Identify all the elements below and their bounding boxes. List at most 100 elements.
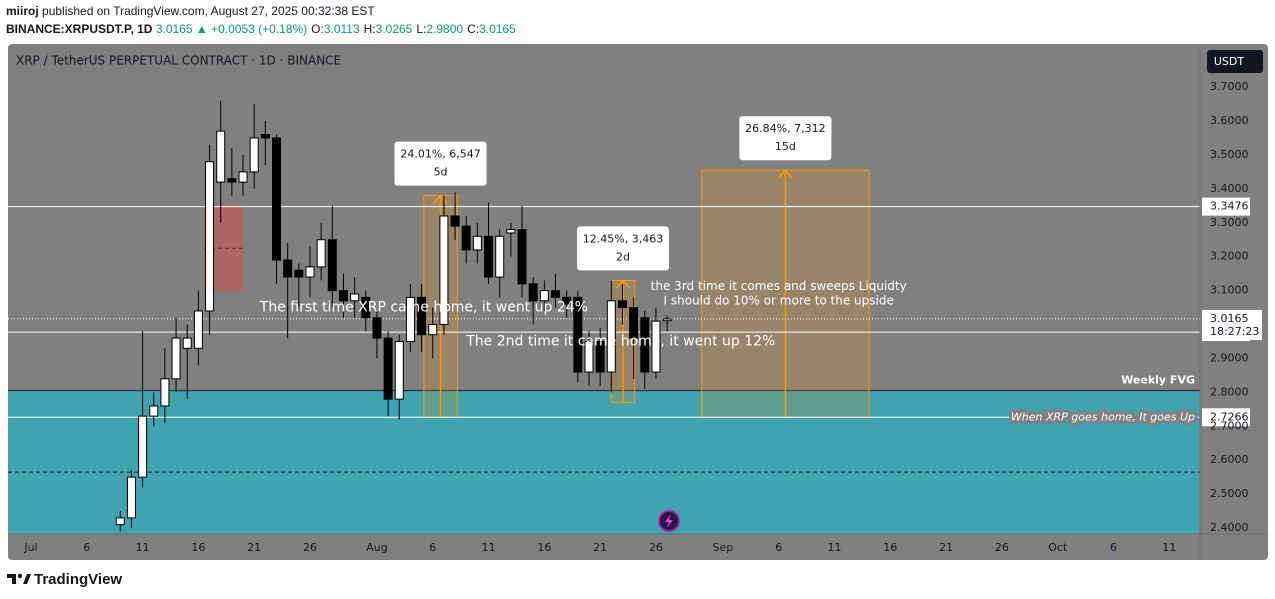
x-tick-label: Sep xyxy=(713,541,734,554)
measure-label-box xyxy=(394,141,487,186)
candle-body xyxy=(160,378,170,407)
candle-body xyxy=(461,225,471,251)
candle-body xyxy=(305,266,315,278)
x-tick-label: Aug xyxy=(366,541,387,554)
candle-body xyxy=(205,161,215,312)
logo-slash xyxy=(23,574,31,584)
x-tick-label: 11 xyxy=(1162,541,1176,554)
logo-mark xyxy=(7,574,16,584)
candle-body xyxy=(361,296,371,319)
y-tick-label: 2.7000 xyxy=(1210,419,1249,432)
candle-body xyxy=(350,293,360,302)
ohlc-label: O: xyxy=(311,22,324,36)
level-note: When XRP goes home, It goes Up xyxy=(1011,410,1195,423)
candle-body xyxy=(182,337,192,349)
candle-body xyxy=(428,324,438,336)
measure-duration: 5d xyxy=(434,166,448,179)
x-tick-label: 16 xyxy=(191,541,205,554)
measure-label: 24.01%, 6,547 xyxy=(400,148,480,161)
candle-body xyxy=(528,283,538,302)
y-tick-label: 2.9000 xyxy=(1210,351,1249,364)
brand: TradingView xyxy=(34,571,122,588)
ohlc-label: L: xyxy=(416,22,426,36)
candle-body xyxy=(260,134,270,139)
candle-body xyxy=(227,178,237,183)
currency-box[interactable] xyxy=(1207,50,1263,73)
measure-label-box xyxy=(577,226,670,271)
ohlc-label: H: xyxy=(364,22,376,36)
logo-dot xyxy=(17,573,23,579)
plot-area: The first time XRP came home, it went up… xyxy=(8,100,1200,534)
publish-line: miiroj published on TradingView.com, Aug… xyxy=(6,4,375,18)
ohlc-label: C: xyxy=(467,22,479,36)
last: 3.0165 xyxy=(156,22,193,36)
measure-duration: 2d xyxy=(616,250,630,263)
fvg-zone xyxy=(8,390,1200,534)
candle-body xyxy=(171,337,181,380)
y-tick-label: 2.4000 xyxy=(1210,521,1249,534)
candle-body xyxy=(283,259,293,278)
chart-title: XRP / TetherUS PERPETUAL CONTRACT · 1D ·… xyxy=(16,54,341,68)
candle-body xyxy=(272,137,282,261)
candle-body xyxy=(294,269,304,278)
countdown: 18:27:23 xyxy=(1210,325,1259,338)
level-tag-text: 2.7266 xyxy=(1210,410,1249,423)
x-tick-label: 6 xyxy=(775,541,782,554)
candle-body xyxy=(249,137,259,173)
candle-body xyxy=(617,300,627,309)
candle-body xyxy=(126,476,136,519)
candle-body xyxy=(316,239,326,268)
level-tag xyxy=(1202,197,1250,216)
measure-arrowhead xyxy=(432,194,449,205)
measure-label-box xyxy=(739,116,832,161)
candle-body xyxy=(372,317,382,339)
y-tick-label: 2.6000 xyxy=(1210,453,1249,466)
event-bolt xyxy=(665,514,673,528)
currency[interactable]: USDT xyxy=(1214,55,1245,68)
candle-body xyxy=(484,235,494,278)
x-tick-label: 11 xyxy=(482,541,496,554)
symbol: BINANCE:XRPUSDT.P, 1D xyxy=(6,22,153,36)
x-tick-label: 26 xyxy=(303,541,317,554)
x-tick-label: 11 xyxy=(828,541,842,554)
y-tick-label: 3.6000 xyxy=(1210,114,1249,127)
x-tick-label: 26 xyxy=(995,541,1009,554)
x-tick-label: 11 xyxy=(136,541,150,554)
x-tick-label: 6 xyxy=(1110,541,1117,554)
candle-body xyxy=(584,340,594,373)
candle-body xyxy=(338,290,348,302)
y-tick-label: 3.4000 xyxy=(1210,182,1249,195)
candle-body xyxy=(472,235,482,251)
annotation: the 3rd time it comes and sweeps Liquidt… xyxy=(651,279,907,293)
x-tick-label: 26 xyxy=(649,541,663,554)
measure-duration: 15d xyxy=(775,140,796,153)
fvg-label: Weekly FVG xyxy=(1121,374,1195,387)
x-tick-label: 16 xyxy=(883,541,897,554)
candle-body xyxy=(573,296,583,373)
candle-body xyxy=(450,215,460,227)
candle-body xyxy=(551,290,561,298)
measure-arrowhead xyxy=(615,279,631,289)
y-tick-label: 3.7000 xyxy=(1210,80,1249,93)
level-tag-text: 3.3476 xyxy=(1210,200,1249,213)
annotation: The 2nd time it came home, it went up 12… xyxy=(465,333,775,349)
plot: The first time XRP came home, it went up… xyxy=(8,80,1262,554)
candle-body xyxy=(562,296,572,305)
candle-body xyxy=(405,296,415,342)
change: ▲ +0.0053 (+0.18%) xyxy=(196,22,307,36)
ohlc-value: 3.0265 xyxy=(376,22,413,36)
x-tick-label: 6 xyxy=(83,541,90,554)
x-tick-label: 21 xyxy=(247,541,261,554)
candle-body xyxy=(539,290,549,302)
y-tick-label: 3.3000 xyxy=(1210,216,1249,229)
candle-body xyxy=(662,318,672,322)
candle-body xyxy=(495,235,505,278)
annotation: The first time XRP came home, it went up… xyxy=(259,300,588,316)
y-tick-label: 3.5000 xyxy=(1210,148,1249,161)
y-tick-label: 3.1000 xyxy=(1210,284,1249,297)
candle-body xyxy=(138,415,148,478)
y-tick-label: 2.5000 xyxy=(1210,487,1249,500)
ohlc-value: 3.0165 xyxy=(479,22,516,36)
ohlc-value: 3.0113 xyxy=(324,22,360,36)
